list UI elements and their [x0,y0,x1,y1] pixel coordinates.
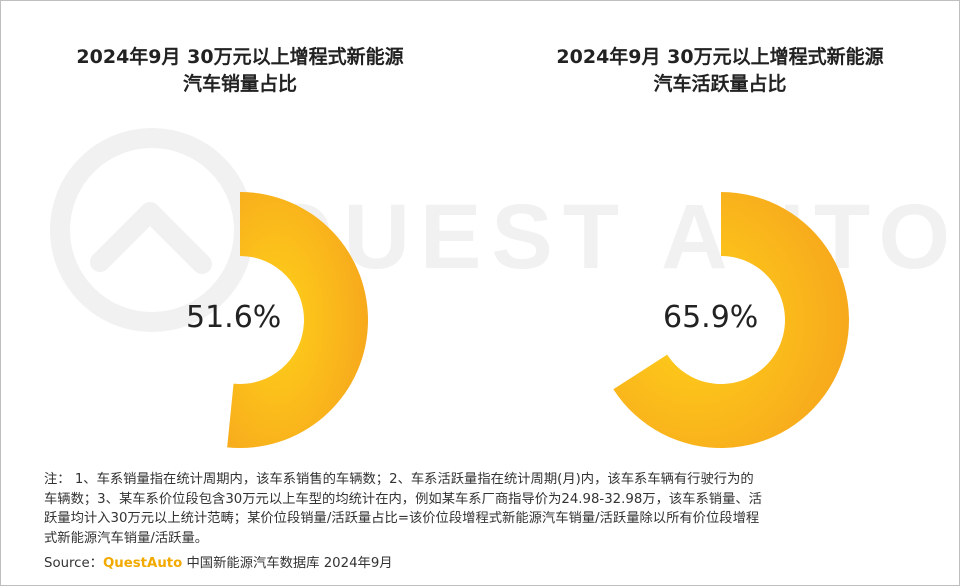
source-brand: QuestAuto [102,556,183,571]
footnote-line: 跃量均计入30万元以上统计范畴；某价位段销量/活跃量占比=该价位段增程式新能源汽… [44,511,760,526]
donut-segment [613,192,849,448]
left-donut-chart [227,192,369,448]
donut-segment [227,192,369,448]
footnote: 注： 1、车系销量指在统计周期内，该车系销售的车辆数；2、车系活跃量指在统计周期… [44,470,924,548]
left-chart-title-line2: 汽车销量占比 [182,73,297,95]
left-chart-title-line1: 2024年9月 30万元以上增程式新能源 [76,46,404,68]
right-chart-title: 2024年9月 30万元以上增程式新能源 汽车活跃量占比 [510,44,930,98]
footnote-line: 车辆数；3、某车系价位段包含30万元以上车型的均统计在内，例如某车系厂商指导价为… [44,491,762,507]
footnote-line: 式新能源汽车销量/活跃量。 [44,530,209,546]
right-donut-chart [613,192,849,448]
source-suffix: 中国新能源汽车数据库 2024年9月 [182,556,393,571]
source-prefix: Source： [44,556,103,571]
source-line: Source：QuestAuto 中国新能源汽车数据库 2024年9月 [44,552,393,571]
right-percent-label: 65.9% [663,300,759,335]
right-chart-title-line2: 汽车活跃量占比 [653,73,787,95]
right-chart-title-line1: 2024年9月 30万元以上增程式新能源 [556,46,884,68]
left-chart-title: 2024年9月 30万元以上增程式新能源 汽车销量占比 [30,44,450,98]
footnote-line: 注： 1、车系销量指在统计周期内，该车系销售的车辆数；2、车系活跃量指在统计周期… [44,472,754,487]
left-percent-label: 51.6% [186,300,282,335]
